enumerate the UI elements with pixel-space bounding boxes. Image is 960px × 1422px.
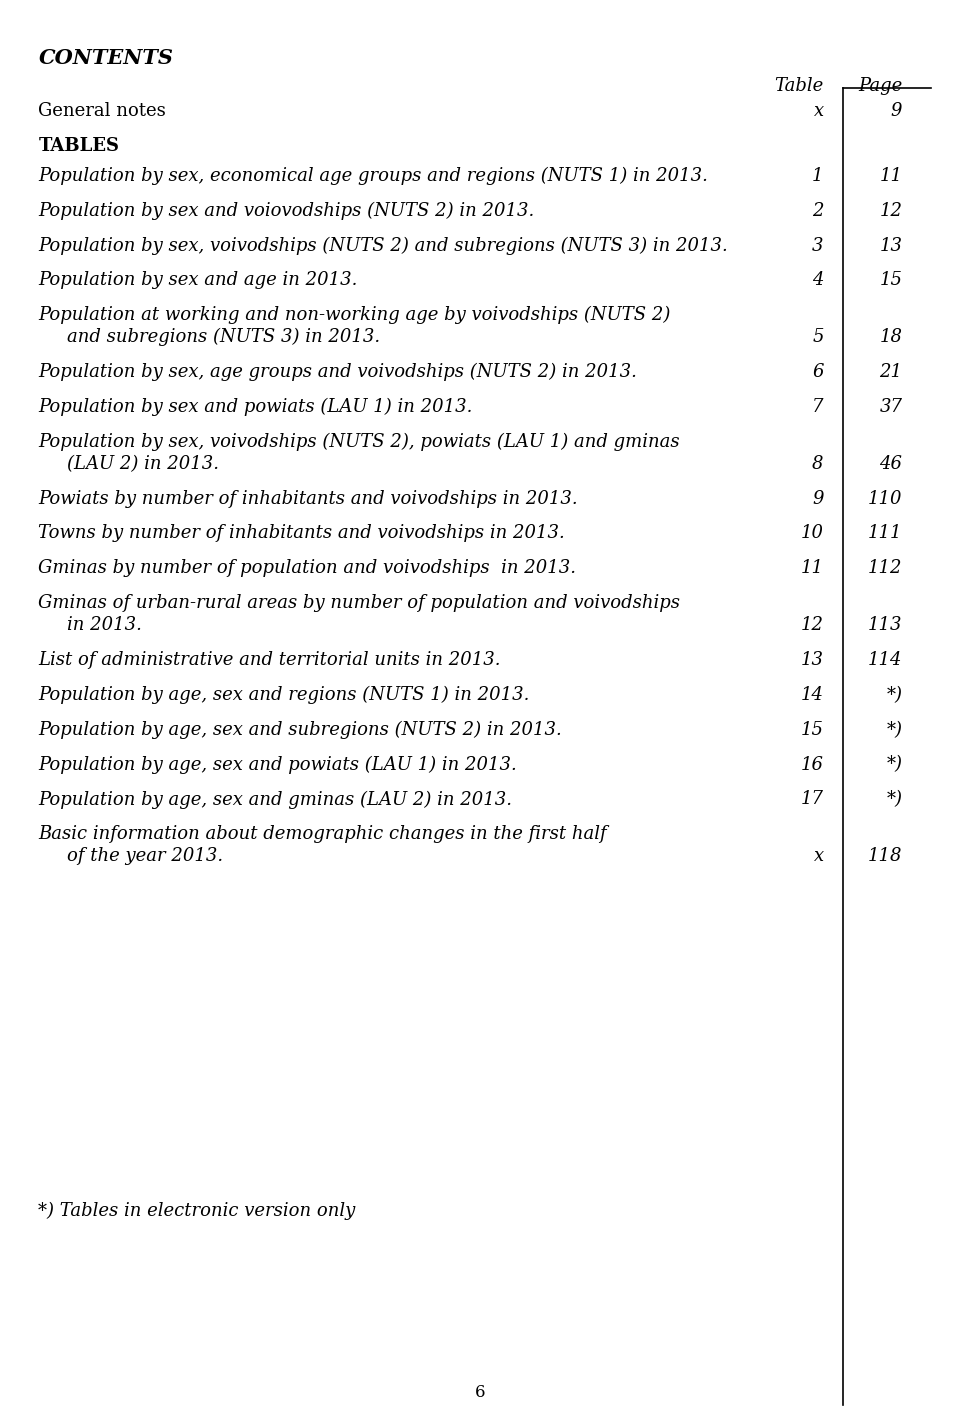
Text: of the year 2013.: of the year 2013. (67, 848, 224, 865)
Text: *): *) (886, 791, 902, 808)
Text: (LAU 2) in 2013.: (LAU 2) in 2013. (67, 455, 219, 472)
Text: TABLES: TABLES (38, 137, 119, 155)
Text: 2: 2 (812, 202, 824, 219)
Text: 9: 9 (812, 489, 824, 508)
Text: 15: 15 (801, 721, 824, 738)
Text: 13: 13 (879, 236, 902, 255)
Text: General notes: General notes (38, 102, 166, 121)
Text: 9: 9 (891, 102, 902, 121)
Text: 113: 113 (868, 616, 902, 634)
Text: Powiats by number of inhabitants and voivodships in 2013.: Powiats by number of inhabitants and voi… (38, 489, 578, 508)
Text: Gminas of urban-rural areas by number of population and voivodships: Gminas of urban-rural areas by number of… (38, 594, 681, 611)
Text: 118: 118 (868, 848, 902, 865)
Text: 46: 46 (879, 455, 902, 472)
Text: 16: 16 (801, 755, 824, 774)
Text: 11: 11 (879, 166, 902, 185)
Text: *): *) (886, 685, 902, 704)
Text: Basic information about demographic changes in the first half: Basic information about demographic chan… (38, 825, 607, 843)
Text: Population by age, sex and gminas (LAU 2) in 2013.: Population by age, sex and gminas (LAU 2… (38, 791, 513, 809)
Text: 114: 114 (868, 651, 902, 668)
Text: Table: Table (775, 77, 824, 95)
Text: Population by sex, economical age groups and regions (NUTS 1) in 2013.: Population by sex, economical age groups… (38, 166, 708, 185)
Text: 13: 13 (801, 651, 824, 668)
Text: 15: 15 (879, 272, 902, 289)
Text: Page: Page (858, 77, 902, 95)
Text: 112: 112 (868, 559, 902, 577)
Text: Population by age, sex and regions (NUTS 1) in 2013.: Population by age, sex and regions (NUTS… (38, 685, 530, 704)
Text: Population by sex, age groups and voivodships (NUTS 2) in 2013.: Population by sex, age groups and voivod… (38, 363, 637, 381)
Text: Population by sex, voivodships (NUTS 2) and subregions (NUTS 3) in 2013.: Population by sex, voivodships (NUTS 2) … (38, 236, 728, 255)
Text: 6: 6 (475, 1384, 485, 1401)
Text: Population by age, sex and subregions (NUTS 2) in 2013.: Population by age, sex and subregions (N… (38, 721, 563, 739)
Text: 17: 17 (801, 791, 824, 808)
Text: in 2013.: in 2013. (67, 616, 142, 634)
Text: Population at working and non-working age by voivodships (NUTS 2): Population at working and non-working ag… (38, 306, 671, 324)
Text: 4: 4 (812, 272, 824, 289)
Text: List of administrative and territorial units in 2013.: List of administrative and territorial u… (38, 651, 501, 668)
Text: 12: 12 (879, 202, 902, 219)
Text: Population by sex and age in 2013.: Population by sex and age in 2013. (38, 272, 358, 289)
Text: 6: 6 (812, 363, 824, 381)
Text: 3: 3 (812, 236, 824, 255)
Text: 5: 5 (812, 328, 824, 346)
Text: Population by sex, voivodships (NUTS 2), powiats (LAU 1) and gminas: Population by sex, voivodships (NUTS 2),… (38, 432, 680, 451)
Text: 110: 110 (868, 489, 902, 508)
Text: 21: 21 (879, 363, 902, 381)
Text: Population by sex and powiats (LAU 1) in 2013.: Population by sex and powiats (LAU 1) in… (38, 398, 472, 417)
Text: Population by sex and voiovodships (NUTS 2) in 2013.: Population by sex and voiovodships (NUTS… (38, 202, 535, 220)
Text: CONTENTS: CONTENTS (38, 48, 174, 68)
Text: *) Tables in electronic version only: *) Tables in electronic version only (38, 1202, 355, 1220)
Text: *): *) (886, 721, 902, 738)
Text: 18: 18 (879, 328, 902, 346)
Text: x: x (813, 848, 824, 865)
Text: Towns by number of inhabitants and voivodships in 2013.: Towns by number of inhabitants and voivo… (38, 525, 565, 542)
Text: *): *) (886, 755, 902, 774)
Text: 11: 11 (801, 559, 824, 577)
Text: Population by age, sex and powiats (LAU 1) in 2013.: Population by age, sex and powiats (LAU … (38, 755, 517, 774)
Text: 14: 14 (801, 685, 824, 704)
Text: 12: 12 (801, 616, 824, 634)
Text: 10: 10 (801, 525, 824, 542)
Text: 7: 7 (812, 398, 824, 415)
Text: and subregions (NUTS 3) in 2013.: and subregions (NUTS 3) in 2013. (67, 328, 380, 347)
Text: x: x (813, 102, 824, 121)
Text: Gminas by number of population and voivodships  in 2013.: Gminas by number of population and voivo… (38, 559, 576, 577)
Text: 111: 111 (868, 525, 902, 542)
Text: 37: 37 (879, 398, 902, 415)
Text: 8: 8 (812, 455, 824, 472)
Text: 1: 1 (812, 166, 824, 185)
